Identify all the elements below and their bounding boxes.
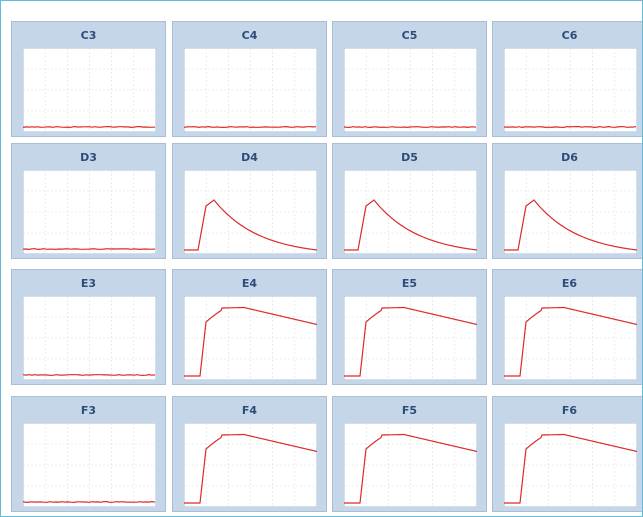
well-plot bbox=[344, 423, 477, 507]
trace-chart bbox=[184, 296, 317, 380]
trace-chart bbox=[23, 170, 156, 254]
well-e4[interactable]: E4 bbox=[172, 269, 327, 385]
well-d4[interactable]: D4 bbox=[172, 143, 327, 259]
well-plot bbox=[184, 296, 317, 380]
well-plot bbox=[504, 170, 637, 254]
trace-line bbox=[23, 249, 155, 250]
well-plot bbox=[344, 296, 477, 380]
well-label: F6 bbox=[493, 404, 643, 417]
well-d5[interactable]: D5 bbox=[332, 143, 487, 259]
well-plot bbox=[504, 48, 637, 132]
well-f4[interactable]: F4 bbox=[172, 396, 327, 512]
well-label: E6 bbox=[493, 277, 643, 290]
well-c3[interactable]: C3 bbox=[11, 21, 166, 137]
well-f3[interactable]: F3 bbox=[11, 396, 166, 512]
trace-chart bbox=[504, 423, 637, 507]
trace-chart bbox=[504, 296, 637, 380]
well-plot bbox=[344, 170, 477, 254]
trace-chart bbox=[184, 170, 317, 254]
trace-chart bbox=[344, 423, 477, 507]
well-d3[interactable]: D3 bbox=[11, 143, 166, 259]
well-label: C4 bbox=[173, 29, 326, 42]
trace-line bbox=[184, 127, 316, 128]
trace-chart bbox=[184, 423, 317, 507]
well-d6[interactable]: D6 bbox=[492, 143, 643, 259]
well-plot bbox=[23, 170, 156, 254]
well-label: E4 bbox=[173, 277, 326, 290]
well-c6[interactable]: C6 bbox=[492, 21, 643, 137]
well-plot bbox=[504, 296, 637, 380]
trace-chart bbox=[344, 170, 477, 254]
well-label: D5 bbox=[333, 151, 486, 164]
trace-chart bbox=[344, 296, 477, 380]
well-label: E3 bbox=[12, 277, 165, 290]
trace-chart bbox=[184, 48, 317, 132]
well-plot bbox=[23, 48, 156, 132]
trace-chart bbox=[23, 296, 156, 380]
well-plot bbox=[504, 423, 637, 507]
trace-line bbox=[504, 127, 636, 128]
trace-line bbox=[344, 127, 476, 128]
well-e6[interactable]: E6 bbox=[492, 269, 643, 385]
well-plot bbox=[184, 48, 317, 132]
well-e3[interactable]: E3 bbox=[11, 269, 166, 385]
well-label: D6 bbox=[493, 151, 643, 164]
trace-chart bbox=[344, 48, 477, 132]
trace-chart bbox=[23, 423, 156, 507]
trace-line bbox=[23, 375, 155, 376]
trace-chart bbox=[23, 48, 156, 132]
well-label: E5 bbox=[333, 277, 486, 290]
well-e5[interactable]: E5 bbox=[332, 269, 487, 385]
well-c4[interactable]: C4 bbox=[172, 21, 327, 137]
trace-line bbox=[23, 127, 155, 128]
well-label: F3 bbox=[12, 404, 165, 417]
well-f5[interactable]: F5 bbox=[332, 396, 487, 512]
well-label: C3 bbox=[12, 29, 165, 42]
well-label: C5 bbox=[333, 29, 486, 42]
well-c5[interactable]: C5 bbox=[332, 21, 487, 137]
trace-chart bbox=[504, 170, 637, 254]
well-label: C6 bbox=[493, 29, 643, 42]
well-label: D4 bbox=[173, 151, 326, 164]
well-label: F4 bbox=[173, 404, 326, 417]
well-plot bbox=[184, 423, 317, 507]
well-f6[interactable]: F6 bbox=[492, 396, 643, 512]
well-plot bbox=[184, 170, 317, 254]
well-label: D3 bbox=[12, 151, 165, 164]
well-plot bbox=[344, 48, 477, 132]
well-label: F5 bbox=[333, 404, 486, 417]
trace-line bbox=[23, 502, 155, 503]
well-plot bbox=[23, 423, 156, 507]
trace-chart bbox=[504, 48, 637, 132]
well-plot bbox=[23, 296, 156, 380]
